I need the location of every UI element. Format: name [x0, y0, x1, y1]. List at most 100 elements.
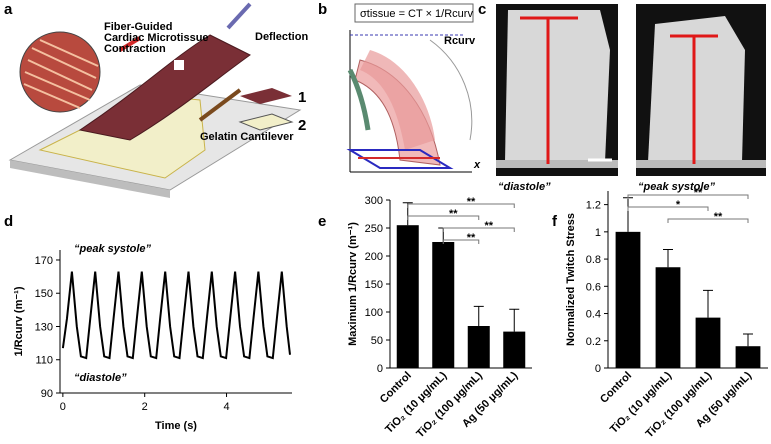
- panel-label: b: [318, 1, 327, 18]
- panel-label: d: [4, 213, 13, 230]
- bar: [467, 326, 490, 368]
- significance-label: *: [676, 199, 681, 211]
- error-bar: [509, 308, 520, 332]
- curved-tissue: [360, 50, 435, 150]
- label: Contraction: [104, 43, 166, 55]
- tissue: [648, 16, 745, 162]
- label: Fiber-Guided: [104, 21, 172, 33]
- y-tick-label: 110: [35, 355, 53, 367]
- y-tick-label: 1.2: [586, 200, 601, 212]
- bar: [503, 331, 526, 368]
- y-tick-label: 200: [365, 251, 383, 263]
- y-tick-label: 0.8: [586, 254, 601, 266]
- cantilever: [347, 68, 371, 131]
- arrow: [198, 88, 242, 122]
- x-tick-label: TiO₂ (100 μg/mL): [414, 369, 485, 440]
- line: [61, 271, 291, 360]
- error-bar: [663, 249, 673, 268]
- y-tick-label: 0.2: [586, 336, 601, 348]
- illustration-a: Fiber-Guided Cardiac Microtissue Contrac…: [8, 2, 308, 198]
- base: [346, 149, 454, 169]
- x-tick-label: 4: [223, 401, 229, 413]
- y-axis-label: Maximum 1/Rcurv (m⁻¹): [347, 222, 359, 346]
- arrow: [226, 2, 252, 30]
- fibers: [23, 39, 99, 109]
- error-bar: [743, 333, 753, 347]
- significance-label: **: [694, 187, 703, 199]
- x-axis-label: Time (s): [155, 420, 197, 432]
- label: 1: [298, 89, 306, 106]
- y-axis-label: Normalized Twitch Stress: [565, 213, 577, 346]
- bar: [615, 231, 641, 368]
- significance-label: **: [467, 196, 476, 208]
- significance-label: **: [484, 220, 493, 232]
- significance-bracket: [627, 194, 749, 199]
- label: 2: [298, 117, 306, 134]
- x-tick-label: Control: [598, 370, 634, 406]
- y-tick-label: 100: [365, 307, 383, 319]
- bar: [396, 225, 419, 368]
- significance-bracket: [667, 218, 749, 223]
- layer-2: [238, 113, 294, 131]
- y-tick-label: 130: [35, 321, 53, 333]
- layer-1: [240, 88, 292, 104]
- significance-bracket: [442, 227, 515, 232]
- bar: [432, 242, 455, 368]
- x-tick-label: 2: [142, 401, 148, 413]
- window: [174, 60, 184, 70]
- y-axis-label: 1/Rcurv (m⁻¹): [13, 286, 25, 356]
- base: [496, 160, 618, 168]
- y-tick-label: 150: [365, 279, 383, 291]
- base: [636, 160, 766, 168]
- y-tick-label: 0.6: [586, 281, 601, 293]
- y-tick-label: 0: [595, 363, 601, 375]
- tissue: [505, 10, 610, 162]
- equation-box: [354, 3, 474, 23]
- tissue-sheet: [78, 34, 251, 141]
- annotation: “peak systole”: [74, 243, 152, 255]
- illustration-b: σtissue = CT × 1/Rcurv Rcurv x: [346, 3, 481, 173]
- y-tick-label: 170: [35, 255, 53, 267]
- significance-label: **: [449, 208, 458, 220]
- panel-label: e: [318, 213, 326, 230]
- significance-bracket: [442, 239, 480, 244]
- x-tick-label: Control: [378, 370, 414, 406]
- y-tick-label: 150: [35, 288, 53, 300]
- bar: [695, 317, 721, 368]
- radius-arc: [429, 39, 473, 141]
- y-tick-label: 250: [365, 223, 383, 235]
- y-tick-label: 1: [595, 227, 601, 239]
- y-tick-label: 90: [41, 388, 53, 400]
- x-tick-label: 0: [60, 401, 66, 413]
- panel-label: a: [4, 1, 13, 18]
- illustration-c: “diastole” “peak systole”: [496, 4, 766, 193]
- significance-bracket: [407, 215, 480, 220]
- caption: “diastole”: [498, 181, 551, 193]
- annotation: “diastole”: [74, 372, 127, 384]
- caption: “peak systole”: [638, 181, 716, 193]
- error-bar: [623, 197, 633, 232]
- label: Cardiac Microtissue: [104, 32, 209, 44]
- x-tick-label: TiO₂ (10 μg/mL): [383, 369, 449, 435]
- error-bar: [473, 305, 484, 326]
- significance-bracket: [407, 203, 515, 208]
- panel-label: c: [478, 1, 486, 18]
- panel-label: f: [552, 213, 558, 230]
- equation: σtissue = CT × 1/Rcurv: [360, 8, 473, 20]
- y-tick-label: 300: [365, 195, 383, 207]
- bar: [735, 346, 761, 368]
- significance-label: **: [467, 232, 476, 244]
- y-tick-label: 0.4: [586, 309, 601, 321]
- y-tick-label: 0: [377, 363, 383, 375]
- label: x: [473, 159, 481, 171]
- arrow: [118, 36, 142, 52]
- label: Gelatin Cantilever: [200, 131, 294, 143]
- bar: [655, 267, 681, 368]
- error-bar: [703, 289, 713, 318]
- label: Deflection: [255, 31, 308, 43]
- significance-bracket: [627, 206, 709, 211]
- label: Rcurv: [444, 35, 476, 47]
- substrate-edge: [10, 160, 170, 198]
